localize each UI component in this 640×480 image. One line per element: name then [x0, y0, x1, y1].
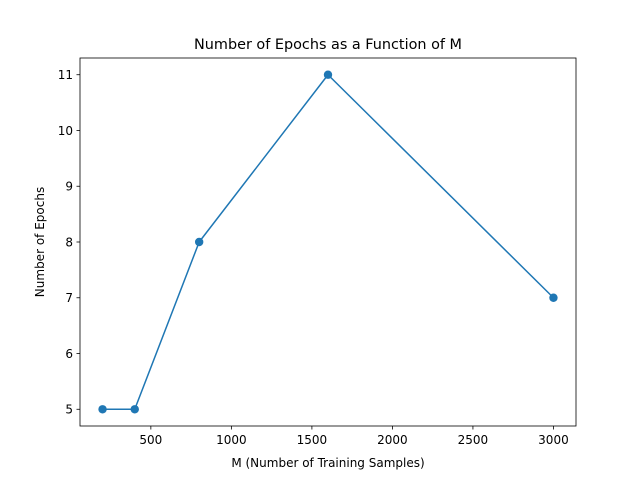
plot-area: 500 1000 1500 2000 2500 3000 5 6 7 8 9 10 11 [58, 57, 577, 447]
y-tick-label: 7 [65, 291, 73, 305]
x-tick-label: 1500 [297, 433, 328, 447]
y-axis-label: Number of Epochs [33, 187, 47, 297]
y-tick-label: 6 [65, 347, 73, 361]
x-axis-label: M (Number of Training Samples) [231, 456, 424, 470]
y-tick-label: 5 [65, 403, 73, 417]
y-tick-label: 9 [65, 180, 73, 194]
y-tick-label: 10 [58, 124, 73, 138]
y-tick-label: 8 [65, 235, 73, 249]
x-tick-label: 3000 [538, 433, 569, 447]
data-point [130, 405, 139, 414]
y-tick-label: 11 [58, 68, 73, 82]
data-point [98, 405, 107, 414]
data-point [323, 70, 333, 79]
data-point [549, 293, 558, 302]
data-point [194, 237, 204, 247]
x-tick-label: 2500 [458, 433, 489, 447]
x-tick-label: 2000 [377, 433, 408, 447]
x-tick-label: 500 [139, 433, 162, 447]
chart-title: Number of Epochs as a Function of M [194, 37, 462, 53]
x-tick-label: 1000 [216, 433, 247, 447]
